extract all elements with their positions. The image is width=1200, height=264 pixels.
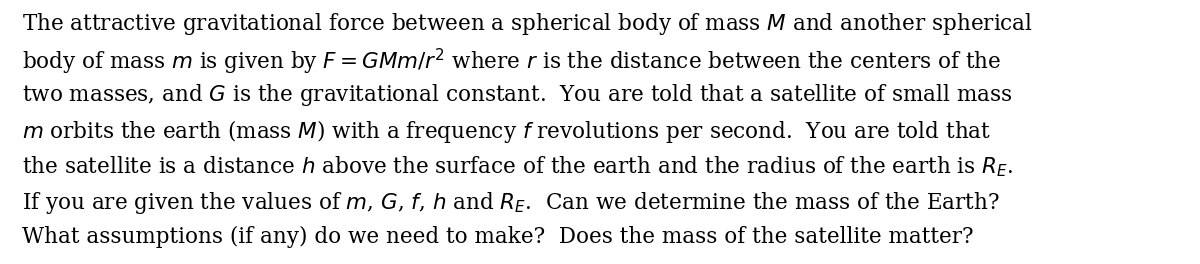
Text: $m$ orbits the earth (mass $M$) with a frequency $f$ revolutions per second.  Yo: $m$ orbits the earth (mass $M$) with a f… xyxy=(22,118,991,145)
Text: two masses, and $G$ is the gravitational constant.  You are told that a satellit: two masses, and $G$ is the gravitational… xyxy=(22,82,1012,108)
Text: What assumptions (if any) do we need to make?  Does the mass of the satellite ma: What assumptions (if any) do we need to … xyxy=(22,226,973,248)
Text: If you are given the values of $m$, $G$, $f$, $h$ and $R_E$.  Can we determine t: If you are given the values of $m$, $G$,… xyxy=(22,190,1000,216)
Text: The attractive gravitational force between a spherical body of mass $M$ and anot: The attractive gravitational force betwe… xyxy=(22,11,1033,36)
Text: body of mass $m$ is given by $F = GMm/r^2$ where $r$ is the distance between the: body of mass $m$ is given by $F = GMm/r^… xyxy=(22,46,1001,77)
Text: the satellite is a distance $h$ above the surface of the earth and the radius of: the satellite is a distance $h$ above th… xyxy=(22,154,1013,179)
